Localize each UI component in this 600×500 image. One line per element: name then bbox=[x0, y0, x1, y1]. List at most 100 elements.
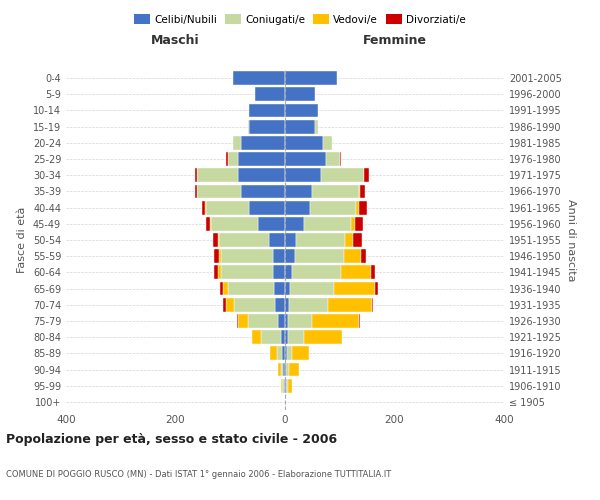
Text: COMUNE DI POGGIO RUSCO (MN) - Dati ISTAT 1° gennaio 2006 - Elaborazione TUTTITAL: COMUNE DI POGGIO RUSCO (MN) - Dati ISTAT… bbox=[6, 470, 391, 479]
Bar bbox=[345, 233, 353, 247]
Bar bbox=[218, 233, 220, 247]
Text: Popolazione per età, sesso e stato civile - 2006: Popolazione per età, sesso e stato civil… bbox=[6, 432, 337, 446]
Bar bbox=[250, 104, 285, 118]
Bar bbox=[320, 168, 364, 182]
Y-axis label: Fasce di età: Fasce di età bbox=[17, 207, 27, 273]
Bar bbox=[323, 136, 332, 149]
Bar bbox=[288, 314, 313, 328]
Bar bbox=[221, 266, 273, 280]
Bar bbox=[213, 233, 218, 247]
Bar bbox=[285, 314, 288, 328]
Bar bbox=[238, 314, 248, 328]
Bar bbox=[194, 184, 197, 198]
Bar bbox=[194, 168, 197, 182]
Bar bbox=[287, 346, 292, 360]
Bar bbox=[214, 250, 220, 263]
Bar bbox=[361, 250, 366, 263]
Bar bbox=[360, 184, 365, 198]
Bar bbox=[334, 282, 376, 296]
Bar bbox=[214, 266, 218, 280]
Bar bbox=[289, 362, 299, 376]
Bar bbox=[371, 266, 376, 280]
Bar bbox=[278, 314, 285, 328]
Bar bbox=[277, 346, 282, 360]
Bar bbox=[371, 298, 373, 312]
Bar bbox=[218, 266, 221, 280]
Bar bbox=[248, 120, 250, 134]
Bar bbox=[313, 314, 359, 328]
Bar bbox=[285, 152, 326, 166]
Bar bbox=[274, 282, 285, 296]
Bar bbox=[285, 217, 304, 230]
Bar bbox=[248, 314, 278, 328]
Bar bbox=[313, 184, 359, 198]
Bar bbox=[359, 314, 360, 328]
Bar bbox=[233, 71, 285, 85]
Bar bbox=[351, 217, 355, 230]
Y-axis label: Anni di nascita: Anni di nascita bbox=[566, 198, 575, 281]
Bar bbox=[289, 298, 328, 312]
Bar bbox=[285, 362, 286, 376]
Bar bbox=[262, 330, 281, 344]
Bar bbox=[227, 152, 238, 166]
Bar bbox=[288, 379, 292, 392]
Bar bbox=[285, 330, 288, 344]
Bar bbox=[197, 168, 238, 182]
Bar bbox=[206, 200, 250, 214]
Bar bbox=[285, 136, 323, 149]
Bar bbox=[270, 346, 277, 360]
Bar bbox=[281, 379, 282, 392]
Bar bbox=[257, 217, 285, 230]
Legend: Celibi/Nubili, Coniugati/e, Vedovi/e, Divorziati/e: Celibi/Nubili, Coniugati/e, Vedovi/e, Di… bbox=[130, 10, 470, 29]
Bar bbox=[285, 379, 286, 392]
Bar bbox=[226, 152, 227, 166]
Bar bbox=[284, 379, 285, 392]
Bar bbox=[241, 184, 285, 198]
Bar bbox=[304, 330, 343, 344]
Bar bbox=[285, 120, 315, 134]
Bar bbox=[202, 200, 205, 214]
Bar bbox=[285, 282, 290, 296]
Bar bbox=[238, 152, 285, 166]
Bar bbox=[340, 152, 341, 166]
Bar bbox=[211, 217, 257, 230]
Bar bbox=[285, 71, 337, 85]
Bar bbox=[295, 250, 344, 263]
Bar bbox=[355, 217, 363, 230]
Bar bbox=[223, 298, 226, 312]
Bar bbox=[356, 200, 359, 214]
Bar bbox=[304, 217, 351, 230]
Bar bbox=[255, 88, 285, 101]
Bar bbox=[281, 330, 285, 344]
Bar bbox=[282, 379, 284, 392]
Bar bbox=[251, 330, 262, 344]
Bar bbox=[281, 362, 283, 376]
Bar bbox=[220, 282, 223, 296]
Bar bbox=[269, 233, 285, 247]
Bar bbox=[233, 136, 241, 149]
Bar bbox=[206, 217, 210, 230]
Bar bbox=[285, 88, 315, 101]
Bar bbox=[220, 250, 221, 263]
Bar bbox=[250, 120, 285, 134]
Bar bbox=[285, 168, 320, 182]
Bar bbox=[310, 200, 356, 214]
Bar bbox=[238, 168, 285, 182]
Bar bbox=[344, 250, 361, 263]
Bar bbox=[278, 362, 281, 376]
Bar bbox=[285, 184, 313, 198]
Bar bbox=[241, 136, 285, 149]
Bar bbox=[359, 200, 367, 214]
Bar bbox=[288, 330, 304, 344]
Bar bbox=[220, 233, 269, 247]
Bar bbox=[282, 346, 285, 360]
Text: Maschi: Maschi bbox=[151, 34, 200, 48]
Bar bbox=[328, 298, 371, 312]
Bar bbox=[296, 233, 345, 247]
Bar bbox=[285, 346, 287, 360]
Bar bbox=[223, 282, 227, 296]
Bar bbox=[226, 298, 234, 312]
Bar bbox=[285, 200, 310, 214]
Bar bbox=[273, 266, 285, 280]
Bar bbox=[197, 184, 241, 198]
